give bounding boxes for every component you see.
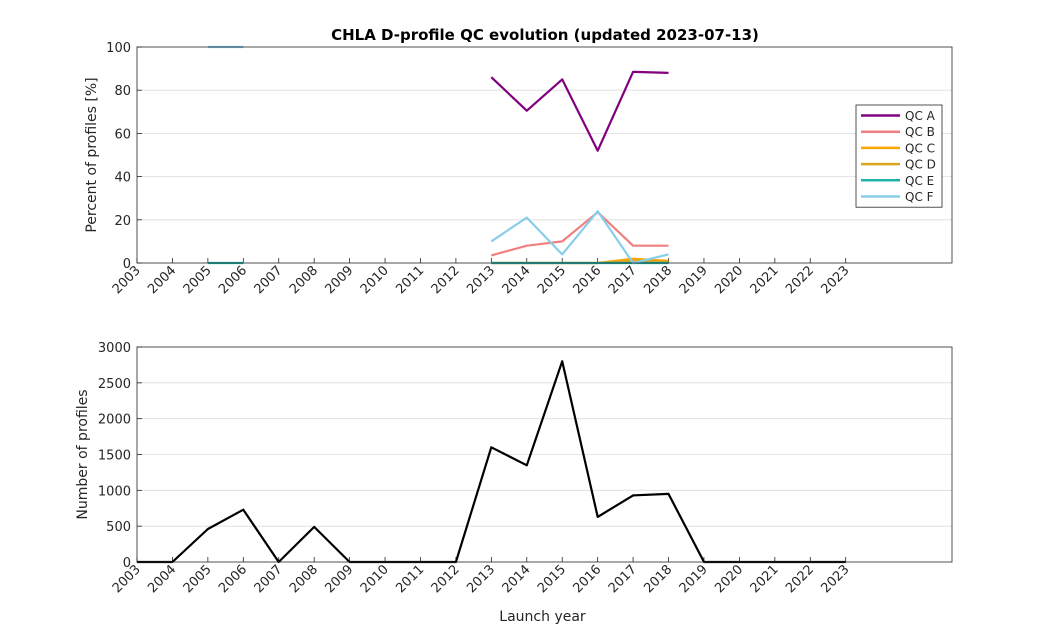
legend-entry: QC B — [905, 125, 935, 139]
x-tick-label: 2019 — [677, 562, 711, 596]
x-tick-label: 2003 — [110, 562, 144, 596]
plot-frame — [136, 46, 953, 264]
x-tick-label: 2023 — [819, 263, 853, 297]
series-line-qc-b — [491, 211, 669, 257]
x-tick-label: 2006 — [216, 562, 250, 596]
x-tick-label: 2012 — [429, 562, 463, 596]
y-tick-label: 3000 — [98, 341, 131, 356]
y-tick-label: 40 — [114, 171, 131, 186]
y-tick-label: 0 — [123, 556, 131, 571]
x-tick-label: 2014 — [500, 562, 534, 596]
x-tick-label: 2011 — [393, 562, 427, 596]
x-tick-label: 2006 — [216, 263, 250, 297]
x-tick-label: 2014 — [500, 263, 534, 297]
x-tick-label: 2004 — [145, 263, 179, 297]
x-tick-label: 2007 — [252, 562, 286, 596]
x-tick-label: 2019 — [677, 263, 711, 297]
legend-entry: QC E — [905, 174, 934, 188]
x-tick-label: 2012 — [429, 263, 463, 297]
x-tick-label: 2010 — [358, 562, 392, 596]
y-tick-label: 100 — [106, 41, 131, 56]
x-tick-label: 2018 — [641, 562, 675, 596]
y-tick-label: 500 — [106, 520, 131, 535]
y-tick-label: 2500 — [98, 377, 131, 392]
x-tick-label: 2022 — [783, 263, 817, 297]
legend-entry: QC D — [905, 158, 936, 172]
x-tick-label: 2017 — [606, 263, 640, 297]
x-tick-label: 2020 — [712, 562, 746, 596]
series-line-qc-f — [490, 210, 669, 265]
x-tick-label: 2003 — [110, 263, 144, 297]
x-tick-label: 2005 — [181, 562, 215, 596]
profile-count-plot: 0 500 1000 1500 2000 2500 3000 2003 2004 2005 2006… — [75, 341, 953, 625]
x-tick-label: 2021 — [748, 263, 782, 297]
x-tick-label: 2018 — [641, 263, 675, 297]
x-tick-label: 2010 — [358, 263, 392, 297]
x-tick-label: 2016 — [570, 263, 604, 297]
x-tick-label: 2021 — [748, 562, 782, 596]
y-tick-label: 60 — [114, 127, 131, 142]
x-tick-label: 2022 — [783, 562, 817, 596]
y-tick-label: 2000 — [98, 413, 131, 428]
x-tick-label: 2009 — [322, 263, 356, 297]
x-tick-label: 2016 — [570, 562, 604, 596]
series-line-total — [137, 360, 846, 564]
x-tick-label: 2015 — [535, 263, 569, 297]
series-line-qc-a — [490, 70, 669, 152]
x-axis-label: Launch year — [499, 609, 586, 625]
legend: QC A QC B QC C QC D QC E QC F — [855, 104, 943, 208]
x-tick-label: 2009 — [322, 562, 356, 596]
y-tick-label: 0 — [123, 257, 131, 272]
x-tick-label: 2017 — [606, 562, 640, 596]
legend-entry: QC F — [905, 190, 934, 204]
chart-title: CHLA D-profile QC evolution (updated 202… — [331, 26, 759, 44]
x-tick-label: 2013 — [464, 263, 498, 297]
x-tick-label: 2005 — [181, 263, 215, 297]
legend-entry: QC A — [905, 109, 936, 123]
x-tick-label: 2015 — [535, 562, 569, 596]
legend-entry: QC C — [905, 141, 935, 155]
qc-percent-plot: 0 20 40 60 80 100 2003 2004 2005 2006 2007 2008 2009… — [84, 41, 953, 297]
x-tick-label: 2023 — [819, 562, 853, 596]
y-tick-label: 80 — [114, 84, 131, 99]
x-tick-label: 2008 — [287, 562, 321, 596]
x-tick-label: 2007 — [252, 263, 286, 297]
x-tick-label: 2008 — [287, 263, 321, 297]
x-tick-label: 2013 — [464, 562, 498, 596]
x-tick-label: 2020 — [712, 263, 746, 297]
y-axis-label: Number of profiles — [75, 389, 91, 519]
y-axis-label: Percent of profiles [%] — [84, 77, 100, 232]
x-tick-label: 2004 — [145, 562, 179, 596]
y-tick-label: 20 — [114, 214, 131, 229]
plot-frame — [136, 346, 953, 563]
y-tick-label: 1000 — [98, 484, 131, 499]
y-tick-label: 1500 — [98, 449, 131, 464]
x-tick-label: 2011 — [393, 263, 427, 297]
legend-box — [855, 104, 943, 208]
